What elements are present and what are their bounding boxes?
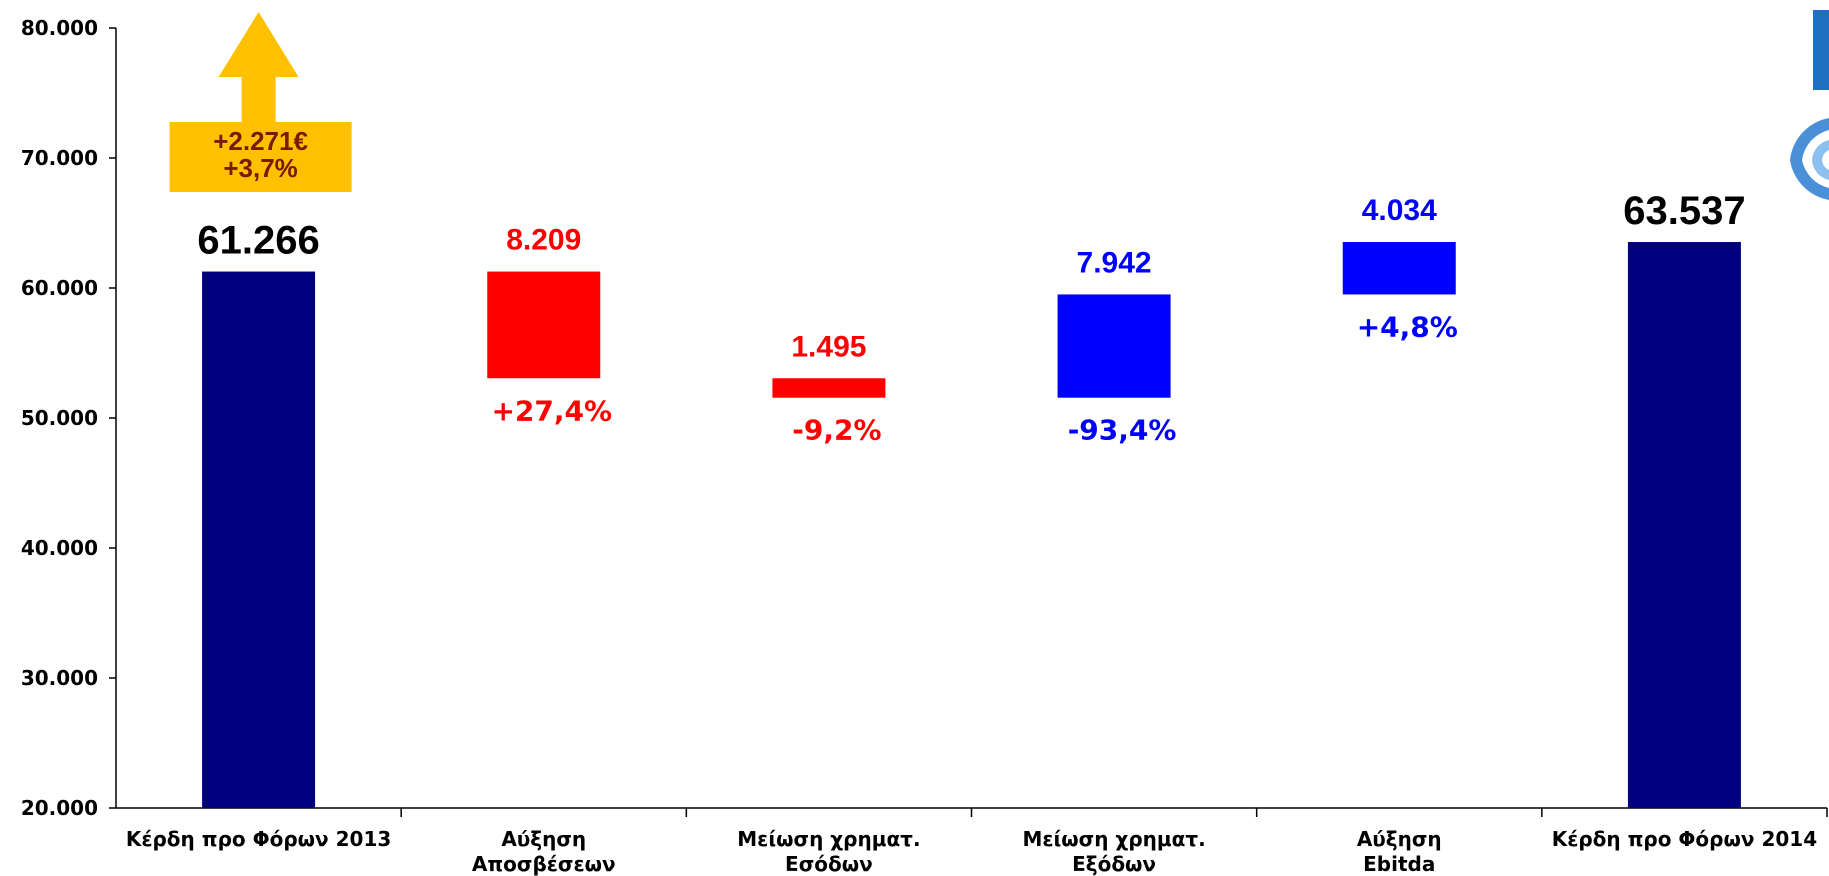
x-category-label-line2: Ebitda — [1363, 852, 1435, 876]
bar-percent-label: +4,8% — [1357, 310, 1458, 343]
bar-value-label: 61.266 — [197, 219, 319, 263]
bar-percent-label: -93,4% — [1068, 414, 1177, 447]
y-tick-label: 70.000 — [21, 146, 98, 170]
callout-amount: +2.271€ — [213, 126, 308, 156]
bar-percent-label: +27,4% — [491, 394, 612, 427]
x-category-label: Αύξηση — [1357, 827, 1442, 851]
bar-value-label: 8.209 — [506, 224, 581, 257]
y-tick-label: 30.000 — [21, 666, 98, 690]
callout-box — [169, 122, 352, 192]
value-labels: 61.266 8.209 +27,4% 1.495 -9,2% 7.942 -93,4% 4.… — [197, 189, 1745, 447]
x-category-label-line2: Αποσβέσεων — [472, 852, 616, 876]
x-category-label: Κέρδη προ Φόρων 2013 — [126, 827, 391, 851]
waterfall-bar — [202, 271, 316, 808]
x-category-label: Αύξηση — [501, 827, 586, 851]
logo-swirl-icon — [1790, 118, 1829, 200]
y-tick-label: 80.000 — [21, 16, 98, 40]
x-category-label-line2: Εσόδων — [785, 852, 873, 876]
waterfall-bar — [1342, 242, 1456, 295]
x-category-label: Μείωση χρηματ. — [737, 827, 920, 851]
bar-value-label: 4.034 — [1362, 194, 1437, 227]
x-category-label: Κέρδη προ Φόρων 2014 — [1552, 827, 1817, 851]
y-tick-label: 40.000 — [21, 536, 98, 560]
callout: +2.271€+3,7% — [169, 12, 352, 192]
logo-swirl-inner-icon — [1812, 140, 1829, 180]
waterfall-bar — [1627, 242, 1741, 809]
waterfall-bar — [487, 271, 601, 379]
bar-percent-label: -9,2% — [792, 414, 881, 447]
y-tick-label: 50.000 — [21, 406, 98, 430]
axes: 20.000 30.000 40.000 50.000 60.000 70.000 80.0… — [21, 16, 1828, 876]
x-category-label: Μείωση χρηματ. — [1022, 827, 1205, 851]
bar-value-label: 7.942 — [1077, 246, 1152, 279]
logo-bar-icon — [1813, 10, 1829, 90]
logo — [1790, 10, 1829, 200]
up-arrow-icon — [218, 12, 299, 122]
bars — [202, 242, 1741, 809]
bar-value-label: 1.495 — [791, 330, 866, 363]
y-tick-label: 60.000 — [21, 276, 98, 300]
y-tick-label: 20.000 — [21, 796, 98, 820]
waterfall-bar — [1057, 294, 1171, 398]
callout-percent: +3,7% — [223, 153, 297, 183]
bar-value-label: 63.537 — [1623, 189, 1745, 233]
x-category-label-line2: Εξόδων — [1072, 852, 1156, 876]
waterfall-bar — [772, 378, 886, 398]
